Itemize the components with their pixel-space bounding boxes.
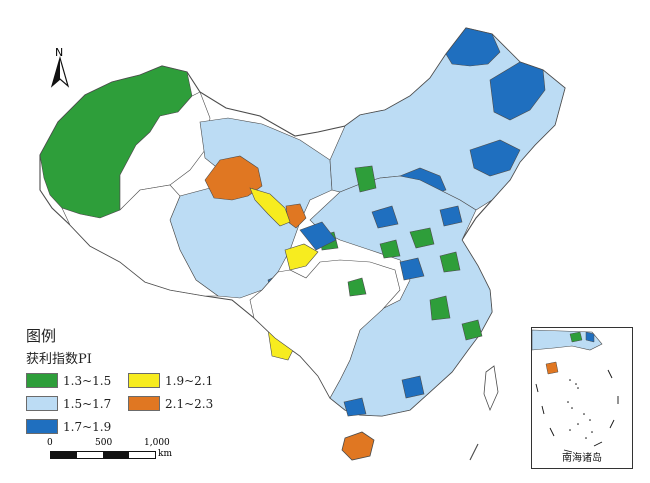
- region-blue-northeast: [445, 27, 501, 67]
- scale-tick-500: 500: [95, 438, 113, 448]
- legend-subtitle: 获利指数PI: [26, 352, 92, 367]
- dash-line-sea: [469, 443, 479, 461]
- legend-swatch: [26, 373, 58, 388]
- legend-swatch: [26, 419, 58, 434]
- inset-hainan: [545, 361, 559, 375]
- legend-item: 1.3~1.5: [26, 373, 120, 388]
- north-arrow-icon: [50, 55, 70, 88]
- inset-label: 南海诸岛: [562, 453, 602, 464]
- scale-bar: 0 500 1,000 km: [47, 438, 220, 468]
- region-blue-e3: [371, 205, 399, 229]
- inset-dash-lines: [535, 369, 619, 453]
- scale-tick-1000: 1,000: [144, 438, 170, 448]
- legend-swatch: [128, 396, 160, 411]
- scale-unit: km: [158, 449, 172, 459]
- region-green-e2: [409, 227, 435, 249]
- region-green-e3: [439, 251, 461, 273]
- region-blue-e1: [299, 221, 337, 251]
- scale-labels: 0 500 1,000: [47, 438, 220, 450]
- region-green-e4: [379, 239, 401, 259]
- region-yellow-center: [284, 243, 319, 271]
- region-orange-north: [204, 155, 263, 201]
- region-green-e6: [347, 277, 367, 297]
- legend-item-label: 1.9~2.1: [165, 373, 214, 388]
- legend-item-label: 1.5~1.7: [63, 396, 112, 411]
- region-blue-northeast3: [469, 139, 521, 177]
- legend-item: 1.9~2.1: [128, 373, 228, 388]
- region-white-tibet: [61, 184, 219, 297]
- region-blue-e6: [343, 397, 367, 417]
- scale-tick-0: 0: [47, 438, 53, 448]
- legend-swatch: [26, 396, 58, 411]
- region-blue-e2: [399, 257, 425, 281]
- inset-map: [531, 329, 619, 453]
- inset-islands: [567, 379, 593, 439]
- legend-item: 1.7~1.9: [26, 419, 120, 434]
- inset-blue: [585, 331, 595, 343]
- legend-item: 2.1~2.3: [128, 396, 228, 411]
- region-blue-e4: [439, 205, 463, 227]
- region-blue-northeast2: [489, 61, 546, 121]
- north-label: N: [55, 46, 64, 59]
- scale-bar-graphic: [50, 451, 156, 459]
- south-china-sea-inset: 南海诸岛: [531, 327, 633, 469]
- legend-item-label: 1.7~1.9: [63, 419, 112, 434]
- legend-swatch: [128, 373, 160, 388]
- region-yellow-gansu: [249, 187, 291, 227]
- legend-title: 图例: [26, 327, 57, 345]
- legend-grid: 1.3~1.5 1.9~2.1 1.5~1.7 2.1~2.3 1.7~1.9: [26, 373, 236, 434]
- region-green-e7: [461, 319, 483, 341]
- region-hainan: [341, 431, 375, 461]
- legend: 图例 获利指数PI 1.3~1.5 1.9~2.1 1.5~1.7 2.1~2.…: [26, 325, 236, 434]
- region-green-e1: [354, 165, 377, 193]
- region-green-e5: [429, 295, 451, 321]
- legend-item-label: 1.3~1.5: [63, 373, 112, 388]
- legend-item: 1.5~1.7: [26, 396, 120, 411]
- region-taiwan: [483, 365, 499, 412]
- region-blue-e5: [401, 375, 425, 399]
- inset-green: [569, 331, 583, 343]
- legend-item-label: 2.1~2.3: [165, 396, 214, 411]
